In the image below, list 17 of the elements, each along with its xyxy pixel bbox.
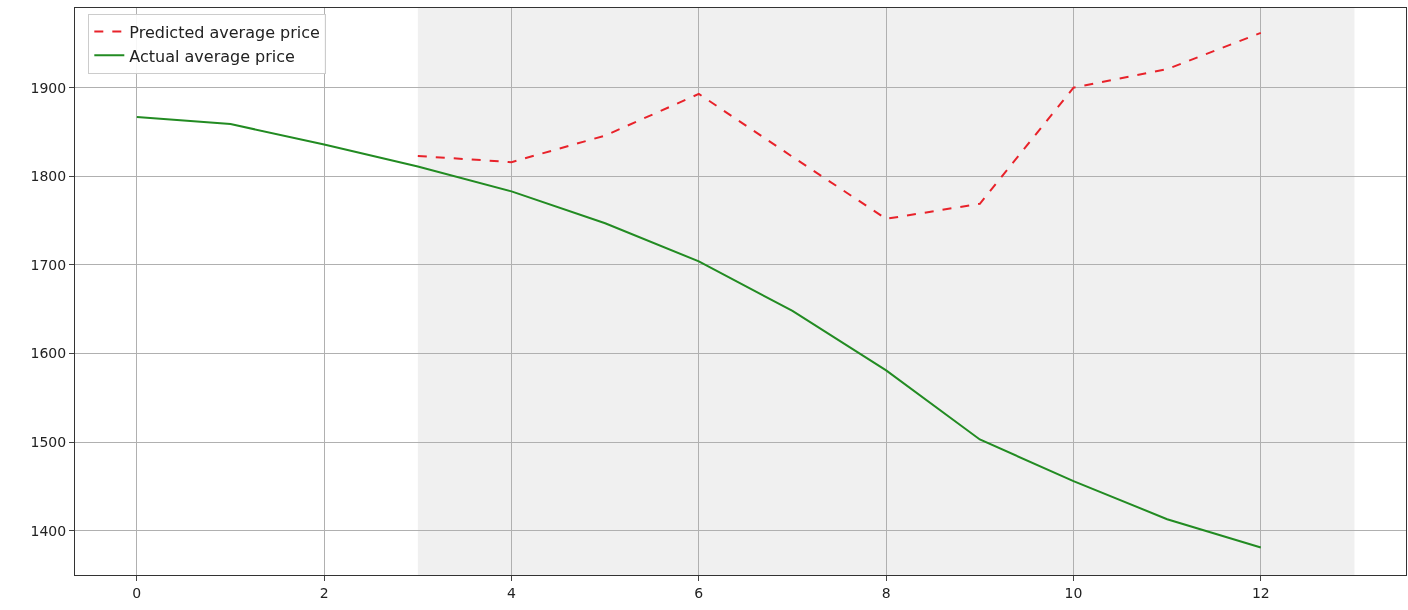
y-tick-label: 1600 [30, 345, 67, 362]
line-series [416, 31, 1262, 220]
x-tick-label: 12 [1251, 584, 1270, 601]
legend-label: Predicted average price [129, 22, 320, 42]
line-series [135, 115, 1262, 549]
x-tick-label: 2 [319, 584, 329, 601]
x-tick-label: 8 [881, 584, 891, 601]
y-tick-label: 1500 [30, 434, 67, 451]
legend-label: Actual average price [129, 46, 295, 66]
y-tick-label: 1400 [30, 522, 67, 539]
x-tick-label: 6 [694, 584, 704, 601]
x-tick-label: 10 [1064, 584, 1083, 601]
y-tick-label: 1900 [30, 79, 67, 96]
y-tick-label: 1700 [30, 256, 67, 273]
x-tick-label: 0 [132, 584, 142, 601]
y-tick-label: 1800 [30, 168, 67, 185]
x-tick-label: 4 [507, 584, 517, 601]
